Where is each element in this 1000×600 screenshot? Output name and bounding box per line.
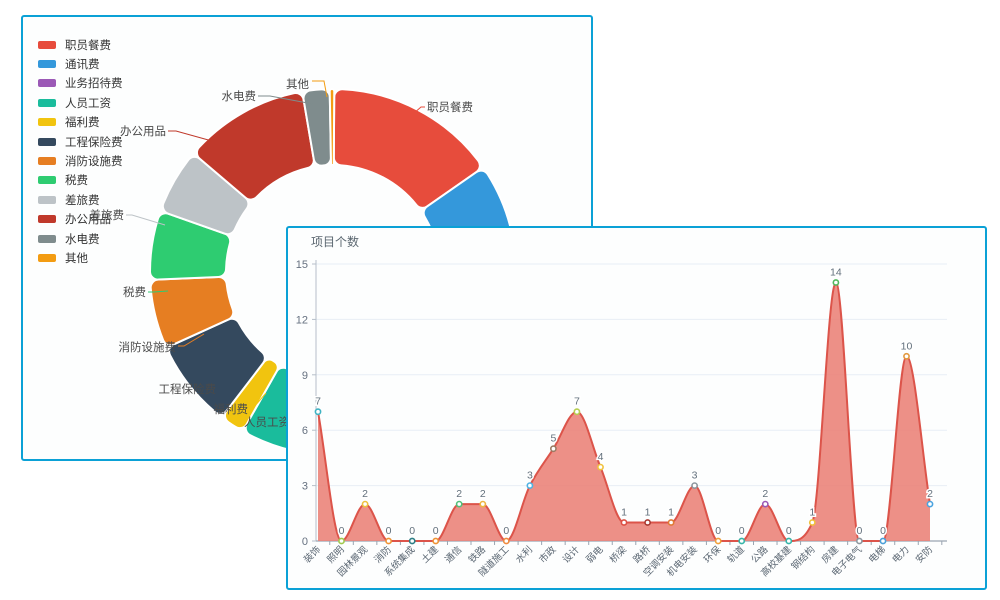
legend-label-1: 通讯费 — [65, 59, 100, 72]
legend-swatch-9 — [38, 215, 56, 224]
data-point-25[interactable] — [903, 352, 910, 360]
data-point-4[interactable] — [408, 537, 416, 545]
data-point-14[interactable] — [644, 519, 651, 526]
legend-item-1[interactable]: 通讯费 — [38, 54, 123, 73]
legend-label-3: 人员工资 — [65, 97, 111, 110]
pie-slice-11[interactable] — [328, 87, 336, 167]
legend-swatch-3 — [38, 98, 56, 107]
data-point-24[interactable] — [879, 537, 887, 545]
data-point-2[interactable] — [361, 500, 369, 508]
legend-item-3[interactable]: 人员工资 — [38, 93, 123, 112]
legend-label-8: 差旅费 — [65, 194, 100, 207]
data-point-0[interactable] — [314, 408, 322, 416]
legend-item-0[interactable]: 职员餐费 — [38, 35, 123, 54]
data-point-7[interactable] — [479, 500, 487, 508]
legend-label-9: 办公用品 — [65, 214, 111, 227]
legend-label-11: 其他 — [65, 252, 88, 265]
legend-label-6: 消防设施费 — [65, 156, 123, 169]
legend-item-11[interactable]: 其他 — [38, 248, 123, 267]
pie-legend: 职员餐费通讯费业务招待费人员工资福利费工程保险费消防设施费税费差旅费办公用品水电… — [38, 35, 123, 268]
data-point-8[interactable] — [502, 537, 510, 545]
data-point-18[interactable] — [738, 537, 746, 545]
legend-swatch-2 — [38, 79, 56, 88]
legend-item-5[interactable]: 工程保险费 — [38, 132, 123, 151]
data-point-3[interactable] — [385, 537, 392, 545]
data-point-21[interactable] — [808, 519, 816, 526]
data-point-17[interactable] — [714, 537, 722, 545]
data-point-11[interactable] — [573, 408, 581, 416]
legend-label-10: 水电费 — [65, 233, 100, 246]
legend-swatch-8 — [38, 195, 56, 204]
legend-label-7: 税费 — [65, 175, 88, 188]
data-point-19[interactable] — [761, 500, 769, 508]
legend-label-0: 职员餐费 — [65, 39, 111, 52]
data-point-26[interactable] — [926, 500, 934, 508]
data-point-16[interactable] — [691, 482, 698, 489]
legend-label-2: 业务招待费 — [65, 78, 123, 91]
data-point-20[interactable] — [785, 537, 793, 545]
legend-swatch-6 — [38, 157, 56, 166]
legend-item-7[interactable]: 税费 — [38, 171, 123, 190]
legend-label-4: 福利费 — [65, 117, 100, 130]
data-point-9[interactable] — [526, 482, 534, 489]
legend-item-2[interactable]: 业务招待费 — [38, 74, 123, 93]
data-point-23[interactable] — [856, 537, 863, 545]
legend-swatch-10 — [38, 234, 56, 243]
data-point-12[interactable] — [597, 463, 604, 471]
legend-swatch-5 — [38, 137, 56, 146]
data-point-5[interactable] — [432, 537, 440, 545]
legend-label-5: 工程保险费 — [65, 136, 123, 149]
legend-item-6[interactable]: 消防设施费 — [38, 151, 123, 170]
data-point-1[interactable] — [338, 537, 345, 545]
data-point-10[interactable] — [550, 445, 557, 453]
legend-swatch-11 — [38, 253, 56, 262]
legend-item-9[interactable]: 办公用品 — [38, 210, 123, 229]
data-point-13[interactable] — [620, 519, 628, 526]
data-point-22[interactable] — [832, 279, 840, 286]
legend-swatch-1 — [38, 60, 56, 69]
legend-swatch-7 — [38, 176, 56, 185]
legend-swatch-4 — [38, 118, 56, 127]
project-count-panel — [286, 226, 987, 590]
legend-item-10[interactable]: 水电费 — [38, 229, 123, 248]
data-point-6[interactable] — [455, 500, 463, 508]
legend-swatch-0 — [38, 40, 56, 49]
legend-item-4[interactable]: 福利费 — [38, 113, 123, 132]
data-point-15[interactable] — [667, 519, 675, 526]
legend-item-8[interactable]: 差旅费 — [38, 190, 123, 209]
